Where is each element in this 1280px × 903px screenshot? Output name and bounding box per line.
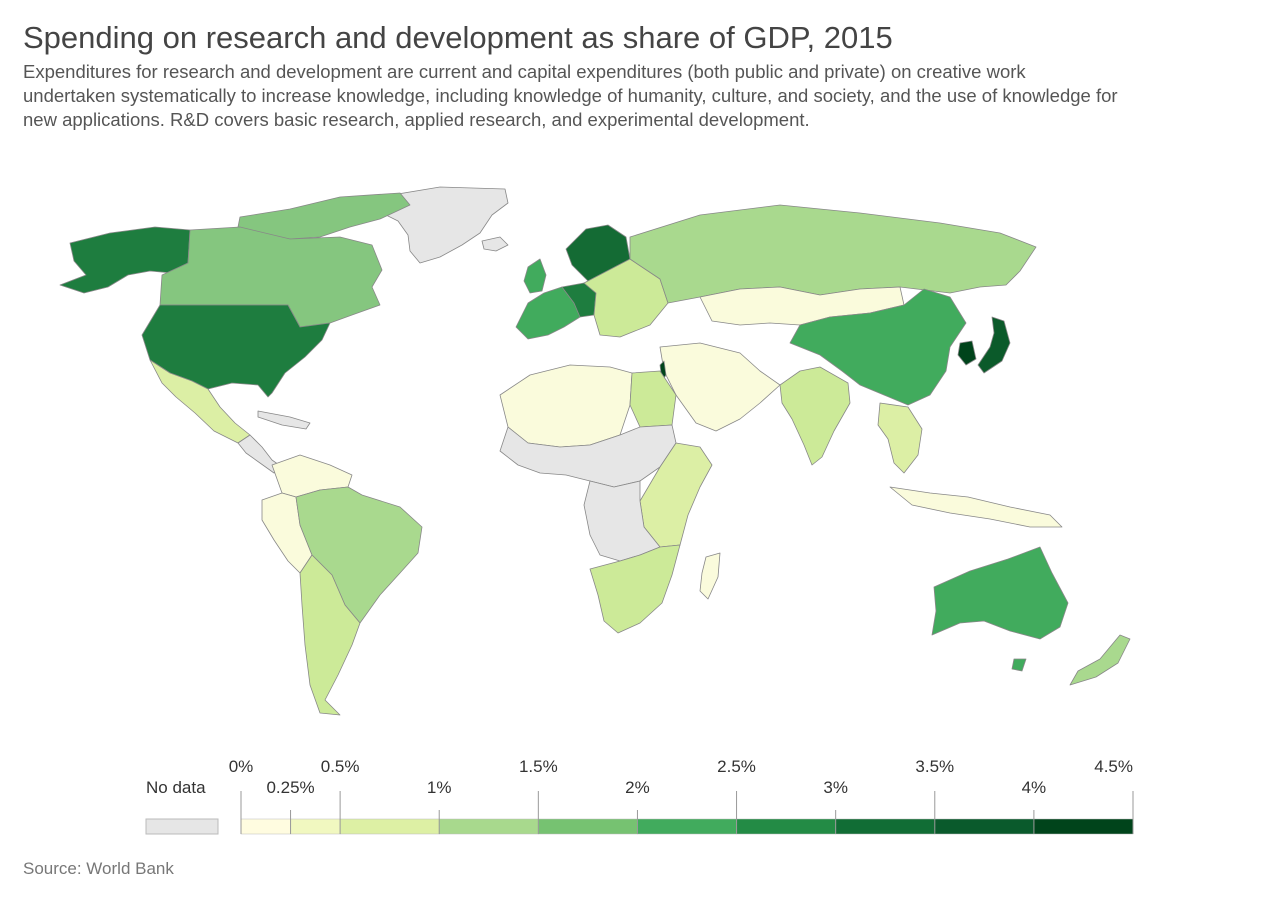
region-china	[789, 288, 967, 406]
legend-swatch	[339, 818, 440, 835]
legend-top-label: 0%	[229, 757, 254, 776]
legend-swatch	[438, 818, 539, 835]
region-tasmania	[1011, 658, 1027, 672]
legend-bottom-label: 4%	[1022, 778, 1047, 797]
legend-top-label: 2.5%	[717, 757, 756, 776]
region-canada	[159, 226, 383, 328]
region-new-zealand	[1069, 634, 1131, 686]
region-arctic-islands	[237, 192, 411, 240]
region-india	[779, 366, 851, 466]
region-caribbean	[257, 410, 311, 430]
region-south-korea	[957, 340, 977, 366]
region-greenland	[379, 186, 509, 264]
legend-swatch	[934, 818, 1035, 835]
region-middle-east	[659, 342, 781, 432]
legend-swatch	[290, 818, 341, 835]
legend-swatch	[240, 818, 291, 835]
legend-top-label: 1.5%	[519, 757, 558, 776]
legend-no-data-label: No data	[146, 778, 206, 797]
legend-top-label: 4.5%	[1094, 757, 1133, 776]
legend-bottom-label: 2%	[625, 778, 650, 797]
region-japan	[977, 316, 1011, 374]
legend-bottom-label: 1%	[427, 778, 452, 797]
chart-title: Spending on research and development as …	[23, 20, 893, 55]
source-note: Source: World Bank	[23, 859, 174, 878]
region-southern-africa	[589, 544, 681, 634]
legend-swatch	[1033, 818, 1134, 835]
legend: No data 0% 0.5% 1.5% 2.5% 3.5% 4.5% 0.25% 1% 2%…	[145, 757, 1134, 835]
region-uk	[523, 258, 547, 294]
legend-swatch	[637, 818, 737, 835]
legend-top-label: 0.5%	[321, 757, 360, 776]
region-indonesia	[889, 486, 1063, 528]
region-argentina	[299, 554, 361, 716]
region-southeast-asia	[877, 402, 923, 474]
world-map	[59, 186, 1131, 716]
legend-bottom-label: 3%	[823, 778, 848, 797]
chart-subtitle: Expenditures for research and developmen…	[23, 61, 1118, 130]
region-alaska	[59, 226, 191, 294]
legend-no-data-swatch	[145, 818, 219, 835]
legend-swatch	[835, 818, 936, 835]
region-madagascar	[699, 552, 721, 600]
region-north-africa	[499, 364, 633, 448]
region-russia	[629, 204, 1037, 304]
region-australia	[931, 546, 1069, 640]
region-iceland	[481, 236, 509, 252]
legend-top-label: 3.5%	[915, 757, 954, 776]
legend-swatch	[538, 818, 638, 835]
legend-swatch	[736, 818, 836, 835]
legend-bottom-label: 0.25%	[266, 778, 314, 797]
